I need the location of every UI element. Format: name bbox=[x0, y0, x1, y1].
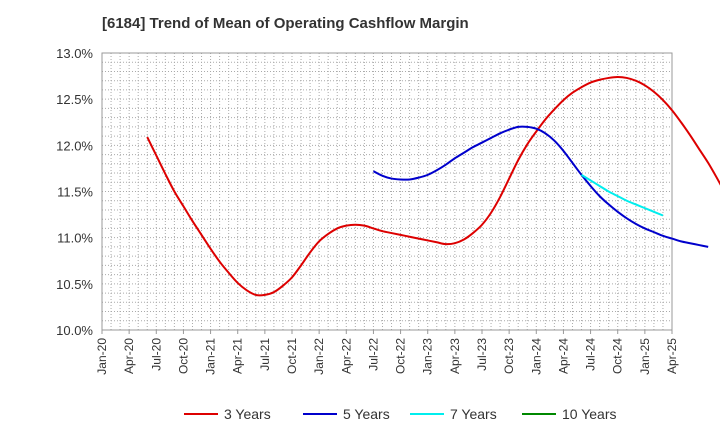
x-tick-label: Jan-21 bbox=[204, 338, 218, 375]
legend: 3 Years 5 Years 7 Years 10 Years bbox=[184, 406, 617, 422]
y-tick-label: 10.0% bbox=[56, 323, 93, 338]
x-tick-label: Jul-24 bbox=[584, 338, 598, 371]
series-line-7-years bbox=[580, 174, 664, 217]
x-tick-label: Apr-22 bbox=[339, 338, 353, 374]
x-tick-label: Apr-20 bbox=[122, 338, 136, 374]
x-tick-label: Jul-21 bbox=[258, 338, 272, 371]
y-tick-label: 12.5% bbox=[56, 92, 93, 107]
x-tick-label: Apr-23 bbox=[448, 338, 462, 374]
x-tick-label: Oct-20 bbox=[176, 338, 190, 374]
x-tick-label: Jan-23 bbox=[421, 338, 435, 375]
legend-label-7-years: 7 Years bbox=[450, 406, 497, 422]
x-tick-label: Jan-22 bbox=[312, 338, 326, 375]
x-axis-ticks: Jan-20 Apr-20 Jul-20 Oct-20 Jan-21 Apr-21 Jul-… bbox=[95, 330, 679, 375]
y-tick-label: 12.0% bbox=[56, 138, 93, 153]
y-tick-label: 13.0% bbox=[56, 46, 93, 61]
series-lines bbox=[146, 76, 720, 297]
y-tick-label: 10.5% bbox=[56, 277, 93, 292]
x-tick-label: Oct-23 bbox=[502, 338, 516, 374]
y-tick-label: 11.5% bbox=[57, 185, 93, 200]
legend-label-10-years: 10 Years bbox=[562, 406, 617, 422]
series-line-3-years bbox=[146, 76, 720, 297]
legend-label-3-years: 3 Years bbox=[224, 406, 271, 422]
x-tick-label: Jul-22 bbox=[366, 338, 380, 371]
x-tick-label: Apr-24 bbox=[556, 338, 570, 374]
x-tick-label: Jan-24 bbox=[529, 338, 543, 375]
x-tick-label: Apr-25 bbox=[665, 338, 679, 374]
y-axis-ticks: 10.0% 10.5% 11.0% 11.5% 12.0% 12.5% 13.0% bbox=[56, 46, 93, 338]
x-tick-label: Jul-20 bbox=[149, 338, 163, 371]
series-line-5-years bbox=[372, 125, 709, 248]
plot-area-frame bbox=[101, 52, 673, 331]
x-tick-label: Jan-20 bbox=[95, 338, 109, 375]
y-tick-label: 11.0% bbox=[57, 231, 93, 246]
x-tick-label: Apr-21 bbox=[231, 338, 245, 374]
chart-title: [6184] Trend of Mean of Operating Cashfl… bbox=[102, 15, 469, 32]
grid-lines bbox=[102, 53, 672, 330]
x-tick-label: Jan-25 bbox=[638, 338, 652, 375]
legend-label-5-years: 5 Years bbox=[343, 406, 390, 422]
x-tick-label: Oct-22 bbox=[394, 338, 408, 374]
x-tick-label: Jul-23 bbox=[475, 338, 489, 371]
x-tick-label: Oct-24 bbox=[611, 338, 625, 374]
x-tick-label: Oct-21 bbox=[285, 338, 299, 374]
